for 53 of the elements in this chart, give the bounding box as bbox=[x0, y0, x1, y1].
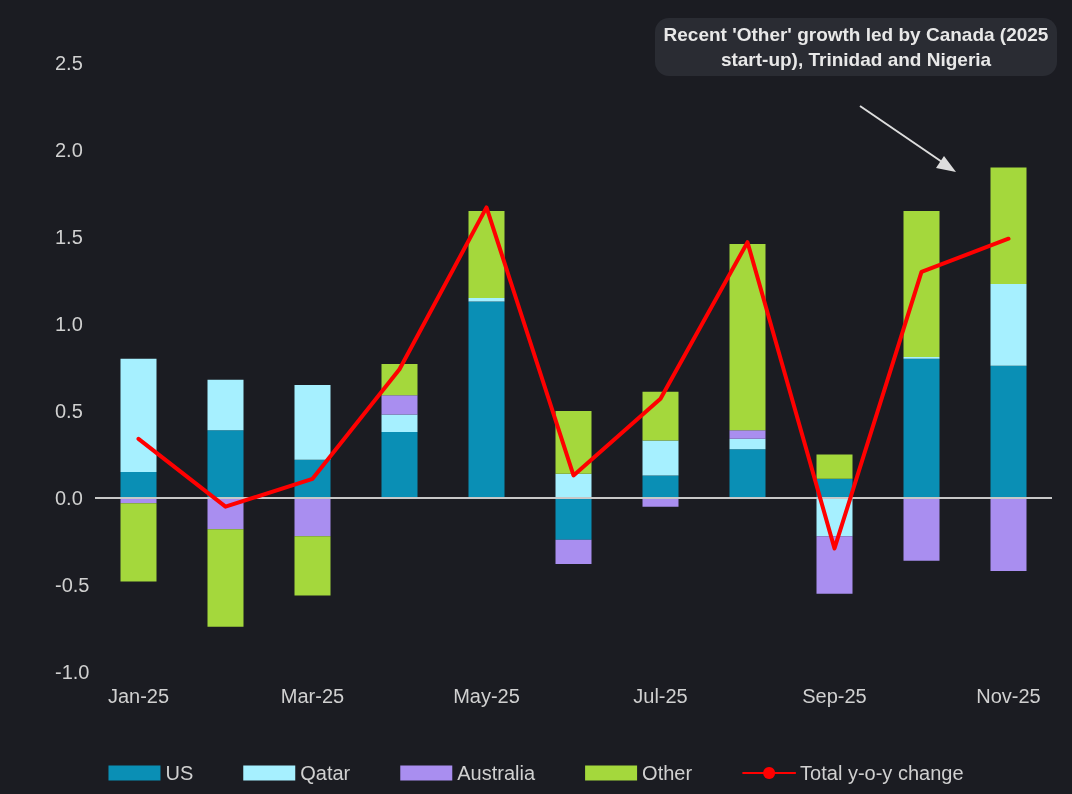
bar bbox=[381, 395, 418, 415]
bar bbox=[294, 498, 331, 537]
bar bbox=[207, 529, 244, 627]
bar bbox=[207, 430, 244, 498]
bar bbox=[816, 536, 853, 594]
legend-label: US bbox=[165, 762, 194, 784]
bar bbox=[555, 539, 592, 565]
bar bbox=[990, 167, 1027, 284]
bar bbox=[207, 379, 244, 431]
bar bbox=[120, 358, 157, 472]
legend-label: Qatar bbox=[300, 762, 351, 784]
bar bbox=[990, 498, 1027, 572]
bar bbox=[294, 536, 331, 596]
legend-label: Australia bbox=[457, 762, 536, 784]
bar bbox=[729, 449, 766, 498]
annotation: Recent 'Other' growth led by Canada (2025 start-up), Trinidad and Nigeria bbox=[655, 18, 1057, 76]
x-tick-label: Nov-25 bbox=[976, 685, 1041, 707]
x-tick-label: Jul-25 bbox=[633, 685, 688, 707]
x-tick-label: May-25 bbox=[453, 685, 520, 707]
x-tick-label: Mar-25 bbox=[280, 685, 345, 707]
bar bbox=[468, 301, 505, 498]
line-series bbox=[136, 205, 1011, 551]
bar bbox=[729, 438, 766, 450]
bar bbox=[729, 243, 766, 431]
bar bbox=[903, 210, 940, 358]
bar bbox=[555, 473, 592, 498]
bar bbox=[642, 475, 679, 498]
x-tick-label: Sep-25 bbox=[802, 685, 867, 707]
legend-label: Other bbox=[642, 762, 693, 784]
bar bbox=[903, 358, 940, 498]
y-tick-label: -1.0 bbox=[55, 661, 90, 683]
y-tick-label: 2.5 bbox=[55, 52, 83, 74]
bar bbox=[642, 440, 679, 476]
x-tick-label: Jan-25 bbox=[107, 685, 170, 707]
bar bbox=[294, 384, 331, 460]
bar bbox=[555, 498, 592, 540]
bar bbox=[120, 471, 157, 498]
bar bbox=[381, 431, 418, 498]
bar bbox=[990, 365, 1027, 498]
bar bbox=[642, 391, 679, 441]
y-tick-label: 1.0 bbox=[55, 313, 83, 335]
bar bbox=[381, 414, 418, 432]
y-tick-label: 1.5 bbox=[55, 226, 83, 248]
bar bbox=[903, 498, 940, 561]
y-tick-label: 0.0 bbox=[55, 487, 83, 509]
bar bbox=[816, 454, 853, 479]
legend-label: Total y-o-y change bbox=[800, 762, 964, 784]
bar bbox=[729, 430, 766, 439]
y-tick-label: -0.5 bbox=[55, 574, 90, 596]
bar bbox=[120, 503, 157, 582]
bar bbox=[990, 283, 1027, 366]
y-tick-label: 0.5 bbox=[55, 400, 83, 422]
y-tick-label: 2.0 bbox=[55, 139, 83, 161]
